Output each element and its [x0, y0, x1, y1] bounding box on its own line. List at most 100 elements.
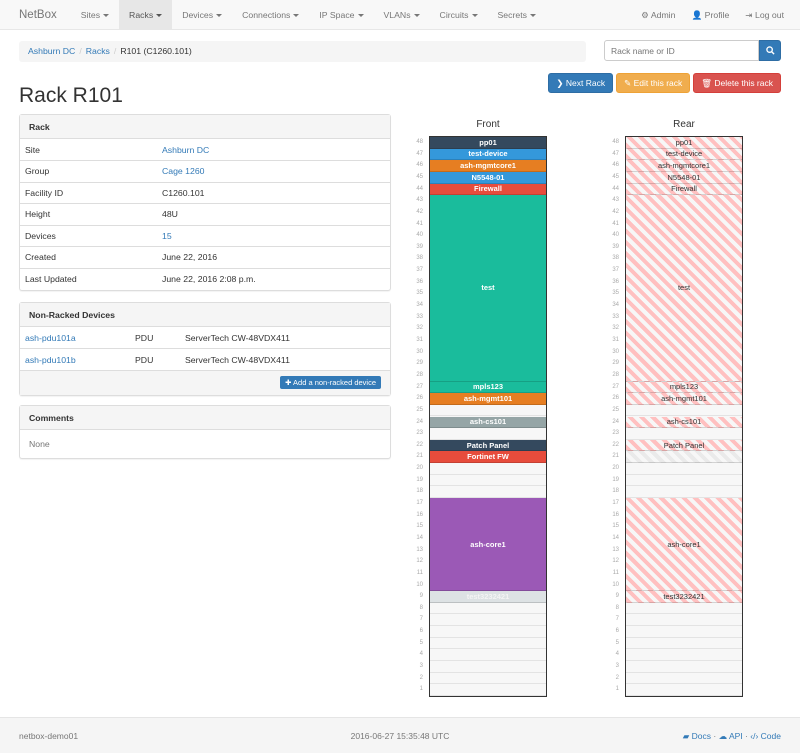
rack-device-front[interactable]: Patch Panel: [430, 439, 546, 452]
rack-unit-empty[interactable]: [430, 673, 546, 685]
rack-device-front[interactable]: ash-mgmtcore1: [430, 160, 546, 172]
rack-unit-empty[interactable]: [430, 661, 546, 673]
row-label: Devices: [20, 224, 157, 247]
nav-racks[interactable]: Racks: [119, 0, 173, 30]
docs-link[interactable]: ▰ Docs: [682, 731, 712, 741]
table-row: Height 48U: [20, 203, 390, 225]
nav-sites[interactable]: Sites: [71, 0, 119, 30]
unit-number: 46: [416, 162, 423, 169]
nav-log-out[interactable]: ⇥ Log out: [737, 0, 792, 30]
rack-front-elevation: pp01 test-device ash-mgmtcore1 N5548-01 Fire…: [429, 136, 547, 697]
rear-title: Rear: [673, 119, 695, 130]
device-link[interactable]: ash-pdu101a: [25, 332, 76, 343]
rack-device-front[interactable]: N5548-01: [430, 171, 546, 184]
rack-device-front[interactable]: ash-core1: [430, 498, 546, 592]
rack-unit-empty[interactable]: [626, 661, 742, 673]
value[interactable]: 15: [162, 230, 172, 241]
rack-unit-empty[interactable]: [430, 463, 546, 475]
nav-profile[interactable]: 👤 Profile: [683, 0, 737, 30]
rack-unit-empty[interactable]: [430, 603, 546, 615]
row-value[interactable]: Ashburn DC: [157, 139, 390, 161]
nav-vlans[interactable]: VLANs: [374, 0, 430, 30]
rack-unit-empty[interactable]: [430, 405, 546, 417]
rack-device-rear[interactable]: [626, 451, 742, 464]
unit-number: 28: [612, 371, 619, 378]
rack-device-front[interactable]: test3232421: [430, 591, 546, 603]
search-input[interactable]: [604, 40, 759, 61]
unit-number: 16: [416, 511, 423, 518]
unit-number: 25: [416, 406, 423, 413]
nav-connections[interactable]: Connections: [232, 0, 309, 30]
rack-device-rear[interactable]: ash-mgmt101: [626, 393, 742, 405]
rack-unit-empty[interactable]: [626, 626, 742, 638]
rack-unit-empty[interactable]: [626, 475, 742, 487]
nav-label: Connections: [242, 9, 291, 20]
nav-ip-space[interactable]: IP Space: [309, 0, 373, 30]
rack-unit-empty[interactable]: [430, 486, 546, 499]
rack-device-rear[interactable]: ash-core1: [626, 498, 742, 592]
rack-unit-empty[interactable]: [626, 684, 742, 696]
row-value[interactable]: Cage 1260: [157, 160, 390, 182]
brand-logo[interactable]: NetBox: [19, 8, 57, 21]
rack-device-rear[interactable]: ash-mgmtcore1: [626, 160, 742, 172]
nav-label: Racks: [129, 9, 154, 20]
rack-device-rear[interactable]: mpls123: [626, 381, 742, 394]
rack-unit-empty[interactable]: [430, 626, 546, 638]
rack-unit-empty[interactable]: [626, 486, 742, 499]
rack-unit-empty[interactable]: [430, 475, 546, 487]
nav-label: Profile: [704, 9, 730, 20]
rack-unit-empty[interactable]: [626, 603, 742, 615]
rack-unit-empty[interactable]: [430, 638, 546, 650]
next-rack-button[interactable]: ❯ Next Rack: [548, 73, 614, 93]
rack-device-front[interactable]: pp01: [430, 137, 546, 149]
add-non-racked-device-button[interactable]: ✚ Add a non-racked device: [280, 376, 381, 389]
nav-circuits[interactable]: Circuits: [430, 0, 488, 30]
rack-device-rear[interactable]: test3232421: [626, 591, 742, 603]
search-button[interactable]: [759, 40, 781, 61]
rack-device-front[interactable]: Firewall: [430, 183, 546, 196]
rack-unit-empty[interactable]: [430, 649, 546, 662]
rack-unit-empty[interactable]: [430, 684, 546, 696]
rack-unit-empty[interactable]: [626, 638, 742, 650]
rack-device-front[interactable]: test: [430, 195, 546, 382]
device-link[interactable]: ash-pdu101b: [25, 354, 76, 365]
code-link[interactable]: ‹/› Code: [750, 731, 781, 741]
nav-secrets[interactable]: Secrets: [488, 0, 546, 30]
rack-device-rear[interactable]: N5548-01: [626, 171, 742, 184]
breadcrumb-site[interactable]: Ashburn DC: [28, 46, 76, 56]
rack-unit-empty[interactable]: [430, 614, 546, 627]
rack-unit-empty[interactable]: [626, 428, 742, 440]
rack-device-rear[interactable]: test-device: [626, 148, 742, 161]
rack-unit-empty[interactable]: [626, 649, 742, 662]
rack-unit-empty[interactable]: [626, 673, 742, 685]
breadcrumb-racks[interactable]: Racks: [85, 46, 110, 56]
edit-rack-button[interactable]: ✎ Edit this rack: [616, 73, 691, 93]
panel-heading: Non-Racked Devices: [20, 303, 390, 327]
rack-device-front[interactable]: ash-mgmt101: [430, 393, 546, 405]
nav-admin[interactable]: ⚙ Admin: [633, 0, 683, 30]
row-value[interactable]: 15: [157, 224, 390, 247]
unit-number: 22: [416, 441, 423, 448]
api-link[interactable]: ☁ API: [718, 731, 743, 741]
rack-device-front[interactable]: test-device: [430, 148, 546, 161]
rack-device-front[interactable]: Fortinet FW: [430, 451, 546, 464]
rack-unit-empty[interactable]: [626, 463, 742, 475]
rack-unit-empty[interactable]: [430, 428, 546, 440]
nav-devices[interactable]: Devices: [172, 0, 232, 30]
rack-unit-empty[interactable]: [626, 405, 742, 417]
rack-device-front[interactable]: mpls123: [430, 381, 546, 394]
rack-device-rear[interactable]: Patch Panel: [626, 439, 742, 452]
delete-rack-button[interactable]: 🗑 Delete this rack: [693, 73, 781, 93]
device-name[interactable]: ash-pdu101a: [20, 327, 130, 349]
rack-device-front[interactable]: ash-cs101: [430, 416, 546, 429]
rack-device-rear[interactable]: ash-cs101: [626, 416, 742, 429]
device-name[interactable]: ash-pdu101b: [20, 348, 130, 370]
unit-number: 33: [612, 313, 619, 320]
device-role: PDU: [130, 348, 180, 370]
rack-device-rear[interactable]: Firewall: [626, 183, 742, 196]
value[interactable]: Ashburn DC: [162, 144, 210, 155]
rack-device-rear[interactable]: test: [626, 195, 742, 382]
value[interactable]: Cage 1260: [162, 166, 205, 177]
rack-device-rear[interactable]: pp01: [626, 137, 742, 149]
rack-unit-empty[interactable]: [626, 614, 742, 627]
